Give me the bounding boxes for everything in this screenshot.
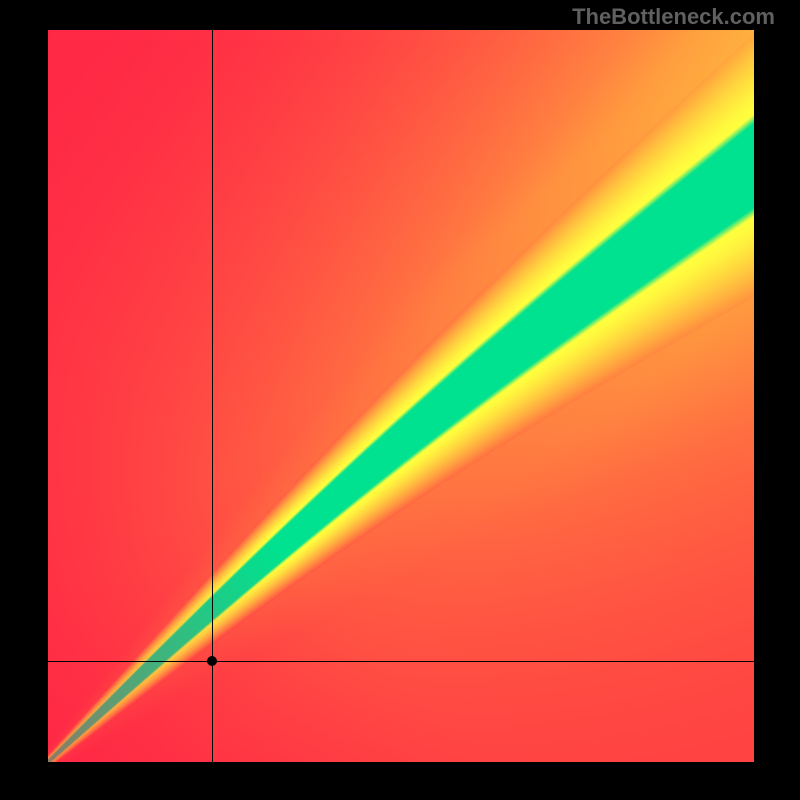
- crosshair-marker: [207, 656, 217, 666]
- watermark-text: TheBottleneck.com: [572, 4, 775, 30]
- crosshair-vertical: [212, 30, 213, 762]
- heatmap-canvas: [48, 30, 754, 762]
- crosshair-horizontal: [48, 661, 754, 662]
- heatmap-plot: [48, 30, 754, 762]
